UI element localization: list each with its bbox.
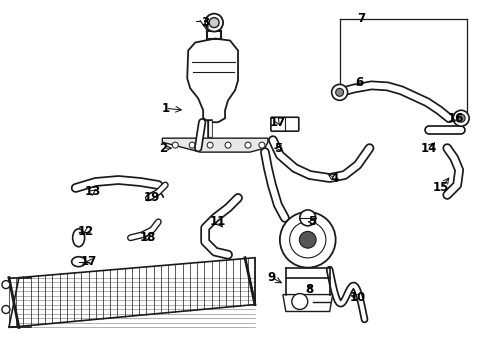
- Polygon shape: [162, 138, 267, 152]
- Text: 19: 19: [144, 192, 160, 204]
- Text: 10: 10: [349, 291, 365, 304]
- Text: 17: 17: [81, 255, 97, 268]
- Text: 12: 12: [77, 225, 94, 238]
- Circle shape: [456, 114, 464, 122]
- Text: 11: 11: [209, 215, 226, 228]
- Text: 18: 18: [140, 231, 156, 244]
- Circle shape: [299, 210, 315, 226]
- Circle shape: [189, 142, 195, 148]
- Ellipse shape: [72, 257, 85, 267]
- Circle shape: [2, 306, 10, 314]
- Circle shape: [205, 14, 223, 32]
- Text: 15: 15: [432, 181, 448, 194]
- Text: 3: 3: [201, 16, 209, 29]
- Polygon shape: [9, 258, 254, 328]
- Circle shape: [279, 212, 335, 268]
- Circle shape: [299, 231, 315, 248]
- Circle shape: [224, 142, 230, 148]
- Text: 8: 8: [305, 283, 313, 296]
- Circle shape: [331, 84, 347, 100]
- Text: 5: 5: [273, 141, 282, 155]
- Polygon shape: [187, 39, 238, 122]
- Circle shape: [2, 280, 10, 289]
- Circle shape: [259, 142, 264, 148]
- Text: 2: 2: [159, 141, 167, 155]
- FancyBboxPatch shape: [270, 117, 298, 131]
- Text: 1: 1: [161, 102, 169, 115]
- Text: 17: 17: [269, 116, 285, 129]
- Circle shape: [335, 88, 343, 96]
- Circle shape: [244, 142, 250, 148]
- Ellipse shape: [73, 229, 84, 247]
- Circle shape: [207, 142, 213, 148]
- Text: 9: 9: [267, 271, 275, 284]
- Text: 4: 4: [330, 171, 338, 185]
- Text: 7: 7: [357, 12, 365, 25]
- Text: 5: 5: [307, 215, 315, 228]
- Text: 14: 14: [420, 141, 437, 155]
- Text: 13: 13: [84, 185, 101, 198]
- Circle shape: [209, 18, 219, 28]
- Circle shape: [172, 142, 178, 148]
- Circle shape: [289, 222, 325, 258]
- Circle shape: [291, 293, 307, 310]
- Text: 6: 6: [355, 76, 363, 89]
- Polygon shape: [282, 294, 332, 311]
- Text: 16: 16: [447, 112, 464, 125]
- Circle shape: [452, 110, 468, 126]
